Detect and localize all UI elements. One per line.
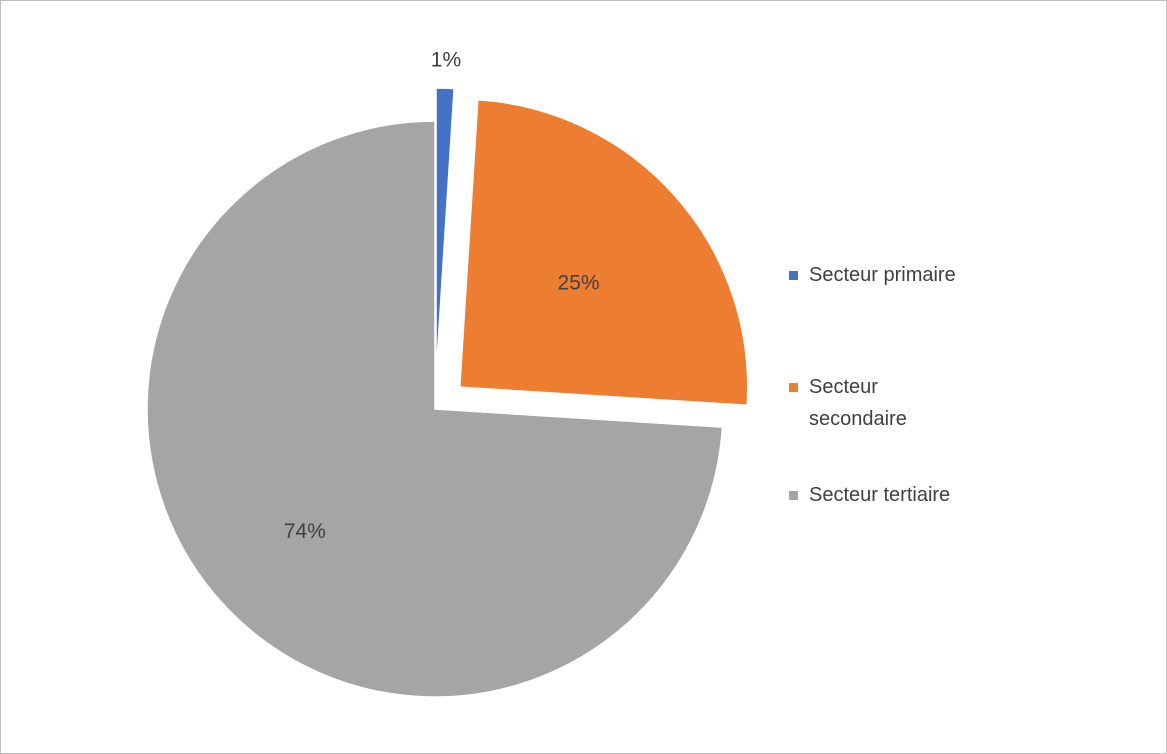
legend-swatch-primaire: [789, 271, 798, 280]
data-label-tertiaire: 74%: [284, 520, 326, 543]
pie-slice-secondaire: [458, 98, 749, 407]
legend-item-primaire: Secteur primaire: [789, 259, 979, 291]
legend-item-secondaire: Secteur secondaire: [789, 371, 979, 435]
data-label-secondaire: 25%: [558, 271, 600, 294]
legend-swatch-secondaire: [789, 383, 798, 392]
legend-item-tertiaire: Secteur tertiaire: [789, 479, 979, 511]
pie-data-labels: 1% 25% 74%: [284, 48, 600, 543]
pie-slices: [146, 87, 749, 698]
legend-label: Secteur tertiaire: [809, 484, 951, 506]
pie-slice-tertiaire: [146, 120, 724, 698]
legend-label: Secteur primaire: [809, 264, 956, 286]
pie-slice-primaire: [435, 87, 455, 377]
legend-label: Secteur secondaire: [809, 376, 907, 430]
legend-swatch-tertiaire: [789, 491, 798, 500]
data-label-primaire: 1%: [431, 48, 461, 71]
